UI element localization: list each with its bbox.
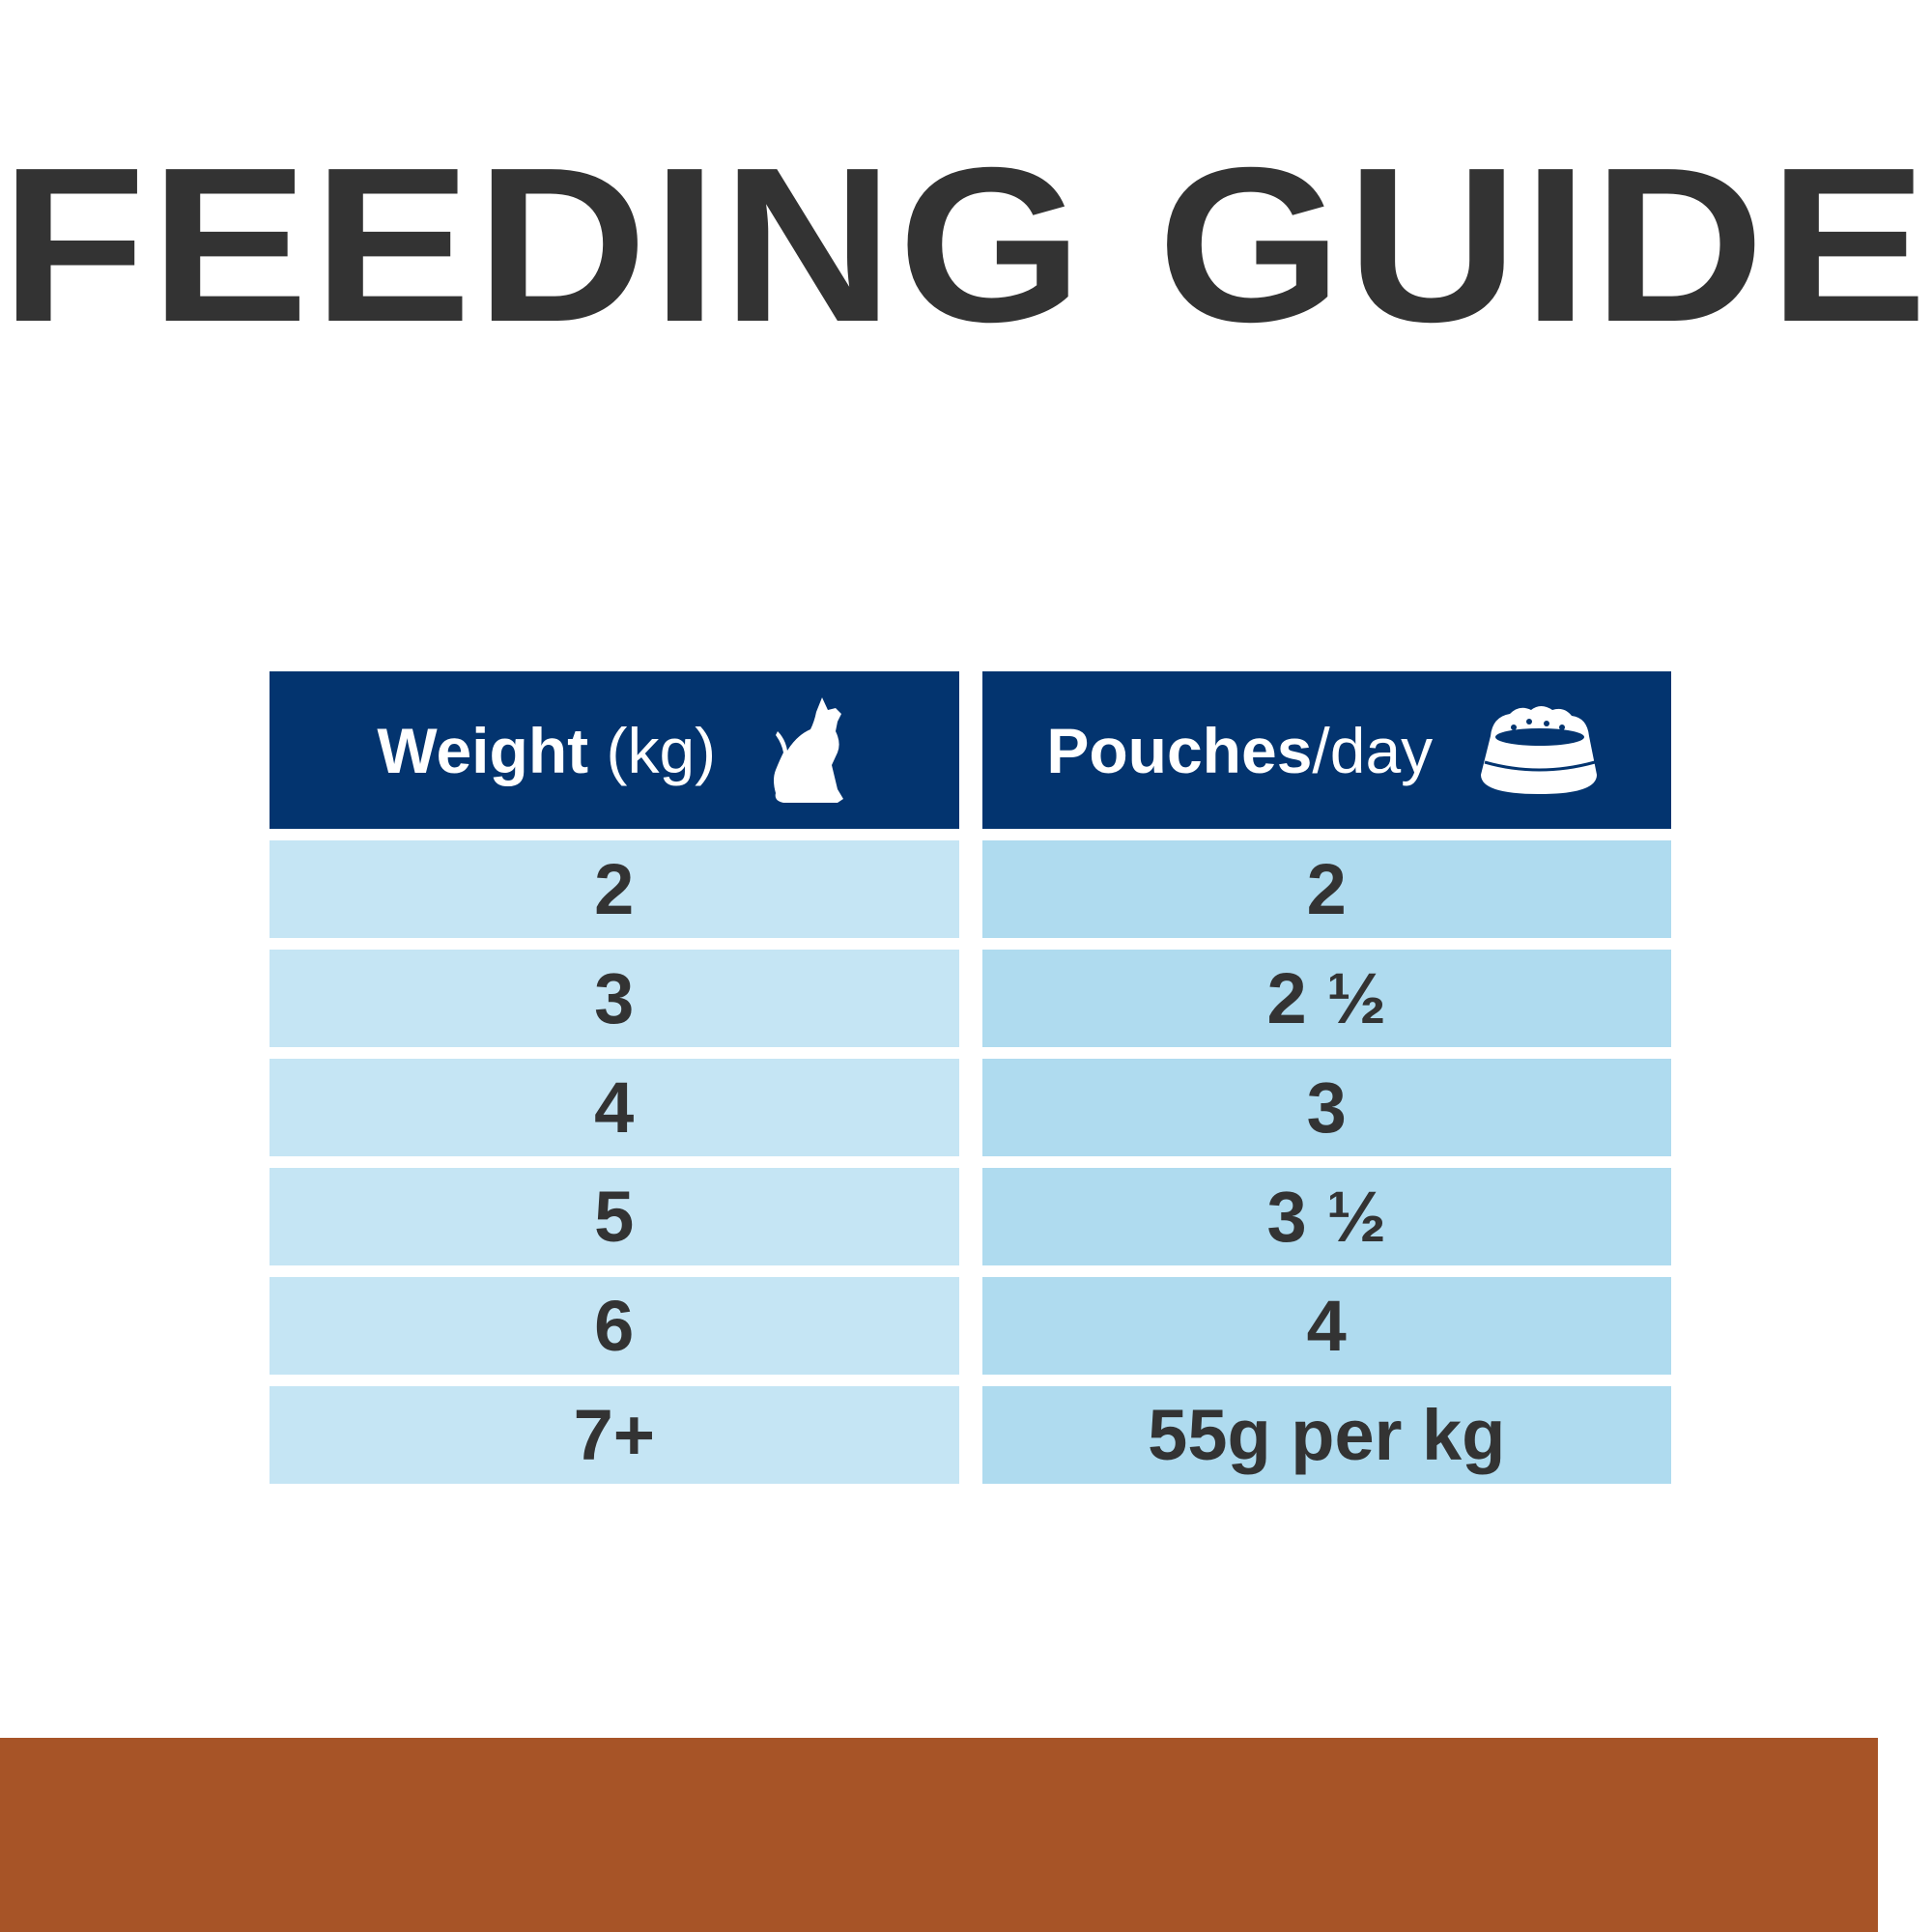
weight-cell: 4 xyxy=(270,1059,959,1156)
footer-color-bar xyxy=(0,1738,1878,1932)
weight-cell: 7+ xyxy=(270,1386,959,1484)
cat-icon xyxy=(774,696,844,803)
pouches-cell: 55g per kg xyxy=(981,1386,1671,1484)
table-header: Weight (kg) Pouches/day xyxy=(270,671,1671,829)
header-pouches: Pouches/day xyxy=(981,671,1671,829)
header-pouches-unit: /day xyxy=(1312,714,1434,786)
weight-cell: 3 xyxy=(270,950,959,1047)
weight-cell: 2 xyxy=(270,840,959,938)
pouches-cell: 2 ½ xyxy=(981,950,1671,1047)
weight-cell: 6 xyxy=(270,1277,959,1375)
table-row: 7+ 55g per kg xyxy=(270,1386,1671,1484)
header-weight-label: Weight (kg) xyxy=(377,714,716,787)
header-pouches-bold: Pouches xyxy=(1046,714,1313,786)
pouches-cell: 3 xyxy=(981,1059,1671,1156)
pouches-cell: 2 xyxy=(981,840,1671,938)
header-weight-unit: (kg) xyxy=(588,714,717,786)
pouches-cell: 3 ½ xyxy=(981,1168,1671,1265)
food-bowl-icon xyxy=(1481,705,1598,794)
header-weight: Weight (kg) xyxy=(270,671,959,829)
header-weight-bold: Weight xyxy=(377,714,589,786)
page-title: FEEDING GUIDE xyxy=(0,123,1932,368)
weight-cell: 5 xyxy=(270,1168,959,1265)
pouches-cell: 4 xyxy=(981,1277,1671,1375)
header-pouches-label: Pouches/day xyxy=(1046,714,1433,787)
